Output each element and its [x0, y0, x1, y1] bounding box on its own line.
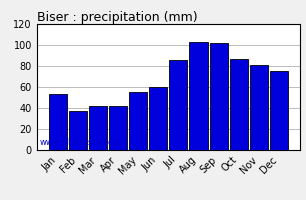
Bar: [250, 65, 268, 150]
Bar: [89, 106, 107, 150]
Bar: [149, 87, 167, 150]
Bar: [230, 59, 248, 150]
Text: Biser : precipitation (mm): Biser : precipitation (mm): [37, 11, 197, 24]
Bar: [270, 71, 288, 150]
Bar: [169, 60, 187, 150]
Bar: [210, 43, 228, 150]
Bar: [69, 111, 87, 150]
Bar: [189, 42, 207, 150]
Bar: [109, 106, 127, 150]
Bar: [49, 94, 67, 150]
Text: www.allmetsat.com: www.allmetsat.com: [39, 138, 121, 147]
Bar: [129, 92, 147, 150]
